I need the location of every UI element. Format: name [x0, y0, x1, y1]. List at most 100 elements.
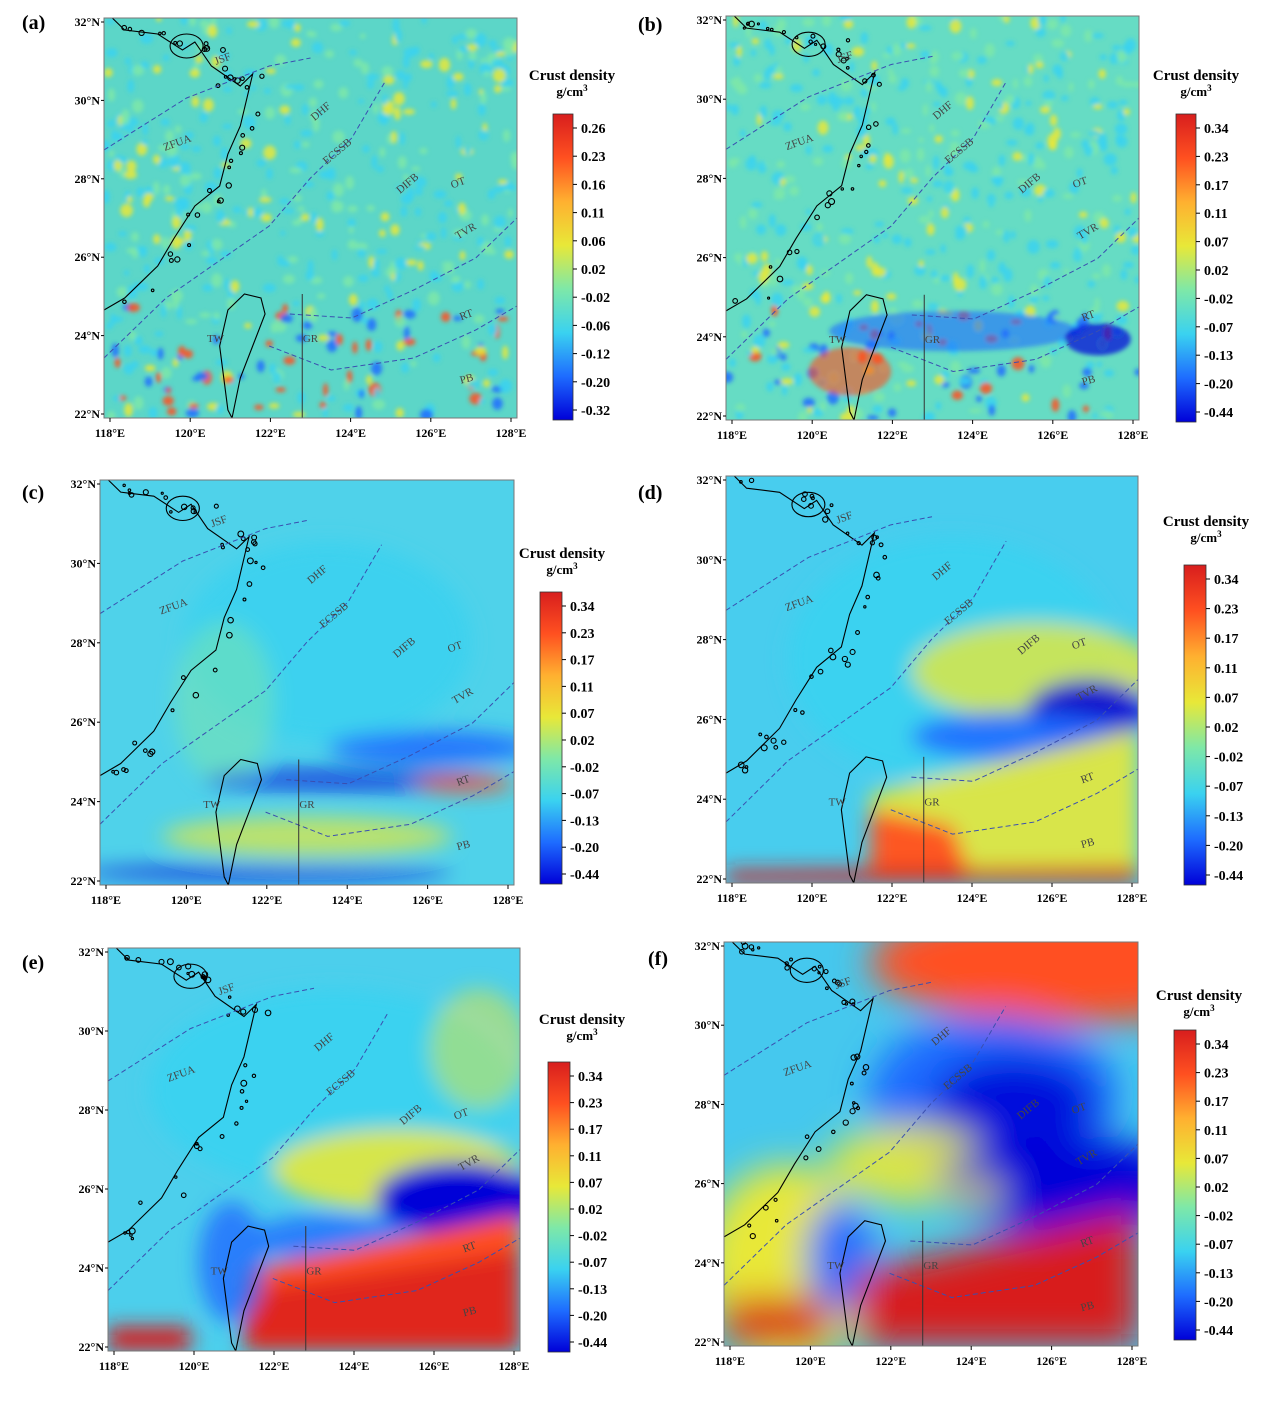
- panel-label: (c): [22, 482, 45, 504]
- lat-label: 22°N: [697, 409, 723, 423]
- lat-label: 22°N: [697, 872, 723, 886]
- lon-label: 128°E: [499, 1359, 530, 1373]
- lon-label: 124°E: [339, 1359, 370, 1373]
- fault-lines: [726, 516, 1138, 883]
- map-label-jsf: JSF: [833, 975, 853, 992]
- lat-label: 24°N: [79, 1261, 105, 1275]
- colorbar-tick-label: -0.02: [1204, 1210, 1233, 1225]
- lon-label: 124°E: [957, 428, 988, 442]
- lon-label: 128°E: [1117, 1354, 1148, 1368]
- lon-label: 122°E: [877, 891, 908, 905]
- colorbar-tick-label: 0.11: [581, 207, 605, 222]
- colorbar-tick-label: 0.11: [570, 680, 594, 695]
- lat-label: 28°N: [697, 171, 723, 185]
- density-field: [724, 942, 1138, 1346]
- colorbar-tick-label: -0.07: [1204, 1238, 1233, 1253]
- colorbar-tick-label: 0.26: [581, 122, 606, 137]
- lon-label: 128°E: [1118, 428, 1149, 442]
- lat-label: 32°N: [695, 939, 721, 953]
- colorbar-tick-label: -0.07: [1214, 780, 1243, 795]
- map-label-pb: PB: [462, 1304, 478, 1319]
- colorbar-tick-label: 0.16: [581, 178, 606, 193]
- panel-b: JSF ZFUA DHF ECSSB DIFB OT TVR RT TW GR PB 32°N 30°N…: [634, 0, 1268, 460]
- colorbar-tick-label: 0.34: [1204, 122, 1229, 137]
- map-label-ot: OT: [1071, 175, 1089, 191]
- lat-label: 30°N: [695, 1018, 721, 1032]
- colorbar-tick-label: 0.02: [570, 734, 595, 749]
- colorbar-tick-label: -0.13: [1204, 349, 1233, 364]
- colorbar-tick-label: -0.07: [578, 1256, 607, 1271]
- lat-label: 30°N: [697, 92, 723, 106]
- colorbar-tick-label: -0.44: [578, 1336, 607, 1351]
- lon-label: 126°E: [415, 426, 446, 440]
- colorbar-title: Crust density: [519, 546, 606, 562]
- lon-label: 118°E: [95, 426, 125, 440]
- colorbar-tick-label: -0.44: [1214, 869, 1243, 884]
- colorbar-tick-label: 0.34: [1214, 573, 1239, 588]
- lon-label: 124°E: [957, 891, 988, 905]
- map-label-ot: OT: [1070, 1101, 1088, 1117]
- colorbar-tick-label: 0.02: [581, 263, 606, 278]
- lat-label: 28°N: [71, 636, 97, 650]
- colorbar-tick-label: 0.23: [1214, 603, 1239, 618]
- colorbar: [1183, 564, 1207, 886]
- colorbar: [1175, 113, 1197, 423]
- panel-e: JSF ZFUA DHF ECSSB DIFB OT TVR RT TW GR PB 32°N 30°N…: [0, 930, 634, 1415]
- panel-a: JSF ZFUA DHF ECSSB DIFB OT TVR RT TW GR PB 32°N 30°N…: [0, 0, 634, 460]
- map-label-rt: RT: [455, 773, 472, 789]
- lat-label: 30°N: [79, 1024, 105, 1038]
- lat-label: 24°N: [695, 1256, 721, 1270]
- colorbar-tick-label: 0.11: [1204, 1124, 1228, 1139]
- coastline: [726, 16, 888, 420]
- map-label-tw: TW: [827, 1260, 845, 1272]
- colorbar-tick-label: 0.17: [1204, 1095, 1229, 1110]
- colorbar-tick-label: 0.17: [1214, 632, 1239, 647]
- lon-label: 124°E: [956, 1354, 987, 1368]
- lon-label: 128°E: [493, 893, 524, 907]
- colorbar-unit: g/cm3: [556, 83, 588, 99]
- colorbar-tick-label: 0.11: [1214, 662, 1238, 677]
- map-label-tw: TW: [207, 333, 225, 345]
- colorbar-tick-label: -0.02: [1214, 751, 1243, 766]
- lon-label: 126°E: [412, 893, 443, 907]
- density-field: [104, 18, 517, 418]
- colorbar-tick-label: -0.13: [1204, 1267, 1233, 1282]
- coastline: [104, 18, 266, 418]
- map-label-pb: PB: [1079, 1299, 1095, 1314]
- colorbar-tick-label: -0.06: [581, 319, 610, 334]
- lon-label: 122°E: [251, 893, 282, 907]
- lat-label: 32°N: [79, 945, 105, 959]
- panel-d: JSF ZFUA DHF ECSSB DIFB OT TVR RT TW GR PB 32°N 30°N…: [634, 460, 1268, 930]
- colorbar-tick-label: 0.02: [1204, 264, 1229, 279]
- lon-label: 122°E: [255, 426, 286, 440]
- colorbar-tick-label: 0.17: [1204, 179, 1229, 194]
- map-label-gr: GR: [306, 1265, 322, 1277]
- map-label-jsf: JSF: [209, 513, 229, 530]
- map-label-pb: PB: [1081, 373, 1097, 388]
- colorbar-unit: g/cm3: [566, 1027, 598, 1043]
- map-label-gr: GR: [924, 797, 940, 809]
- colorbar-title: Crust density: [1153, 68, 1240, 84]
- map-label-tw: TW: [829, 334, 847, 346]
- lat-label: 24°N: [697, 792, 723, 806]
- lat-label: 28°N: [79, 1103, 105, 1117]
- lat-label: 24°N: [697, 330, 723, 344]
- coastline: [724, 942, 887, 1346]
- map-label-pb: PB: [459, 372, 475, 387]
- colorbar-tick-label: -0.02: [570, 761, 599, 776]
- colorbar-tick-label: -0.20: [1204, 1295, 1233, 1310]
- lat-label: 22°N: [695, 1335, 721, 1349]
- colorbar-tick-label: -0.20: [578, 1309, 607, 1324]
- density-field: [726, 476, 1138, 883]
- colorbar-tick-label: 0.11: [578, 1150, 602, 1165]
- colorbar: [1173, 1029, 1197, 1341]
- map-label-ot: OT: [452, 1106, 470, 1122]
- colorbar-tick-label: 0.23: [578, 1097, 603, 1112]
- colorbar-tick-label: 0.07: [570, 707, 595, 722]
- lat-label: 26°N: [75, 250, 101, 264]
- colorbar-tick-label: -0.02: [578, 1230, 607, 1245]
- lon-label: 122°E: [875, 1354, 906, 1368]
